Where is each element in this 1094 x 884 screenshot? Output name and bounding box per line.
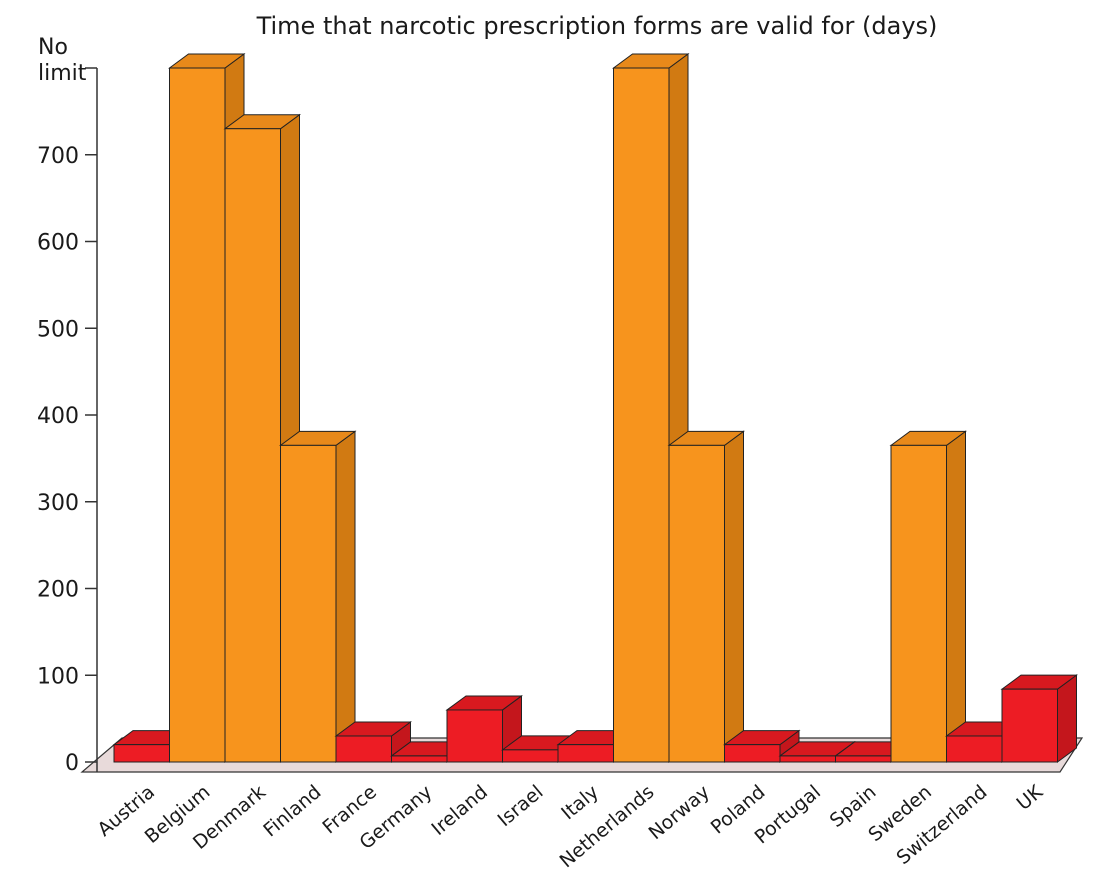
bar-side — [724, 430, 744, 763]
bar-side — [946, 430, 966, 763]
y-tick-label: 500 — [37, 317, 79, 342]
bar-front — [446, 709, 503, 763]
chart-title: Time that narcotic prescription forms ar… — [256, 12, 938, 40]
bar-side — [335, 430, 356, 763]
bar-front — [1001, 688, 1058, 763]
y-tick-label: 200 — [37, 578, 79, 603]
bar-front — [169, 67, 226, 763]
bar-front — [502, 749, 559, 763]
chart-labels: AustriaBelgiumDenmarkFinlandFranceGerman… — [93, 781, 1047, 873]
bar-front — [613, 67, 670, 763]
bar-front — [391, 755, 448, 763]
bar-finland — [278, 430, 357, 763]
x-tick-label: UK — [1013, 781, 1048, 815]
bar-front — [280, 444, 337, 763]
bar-front — [779, 755, 836, 763]
y-tick-label: No — [38, 35, 68, 60]
bar-front — [668, 444, 725, 763]
x-tick-label: Italy — [557, 781, 603, 824]
bar-side — [1057, 674, 1077, 763]
y-tick-label: 700 — [37, 144, 79, 169]
bar-front — [724, 744, 781, 763]
x-tick-label: Norway — [645, 781, 714, 844]
x-tick-label: Finland — [259, 781, 325, 842]
bar-france — [334, 720, 413, 763]
x-tick-label: Ireland — [427, 781, 491, 840]
bar-front — [335, 735, 392, 763]
bar-sweden — [889, 430, 968, 763]
y-tick-label: 600 — [37, 231, 79, 256]
bar-front — [557, 744, 614, 763]
bar-poland — [722, 729, 801, 763]
bar-front — [890, 444, 947, 763]
bar-uk — [1000, 674, 1079, 763]
y-tick-label: limit — [38, 61, 87, 86]
y-tick-label: 300 — [37, 491, 79, 516]
chart-bars — [112, 53, 1079, 763]
bar-front — [113, 744, 170, 763]
y-tick-label: 100 — [37, 664, 79, 689]
bar-front — [835, 755, 892, 763]
bar-front — [224, 128, 281, 763]
bar-front — [946, 735, 1003, 763]
x-tick-label: Israel — [494, 781, 548, 831]
y-tick-label: 0 — [65, 751, 79, 776]
bar-norway — [667, 430, 746, 763]
bar-ireland — [445, 694, 524, 763]
y-tick-label: 400 — [37, 404, 79, 429]
